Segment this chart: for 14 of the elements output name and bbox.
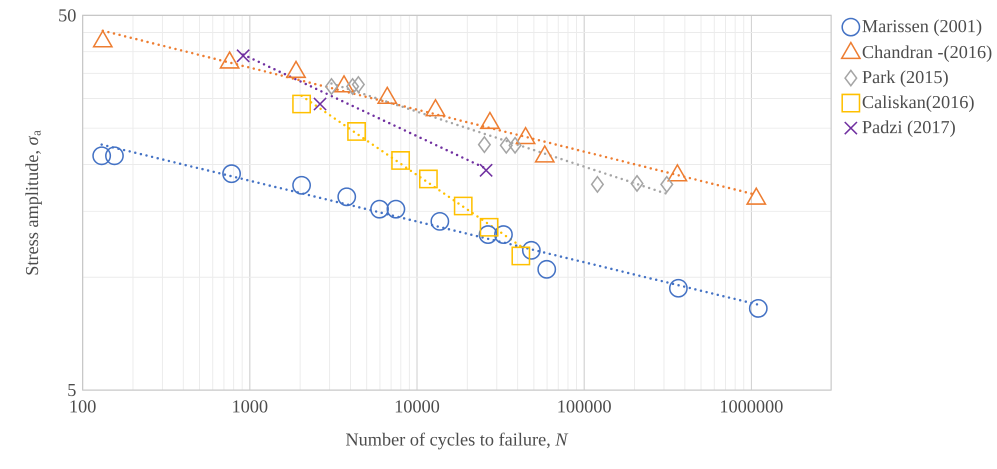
x-tick-label: 1000000 — [721, 400, 783, 413]
legend-label: Caliskan(2016) — [862, 95, 974, 112]
legend-label: Marissen (2001) — [862, 19, 982, 36]
x-axis-title: Number of cycles to failure, N — [346, 432, 568, 450]
legend-label: Chandran -(2016) — [862, 45, 992, 62]
y-axis-title: Stress amplitude, σ$_{a}$ — [25, 130, 42, 275]
x-tick-label: 10000 — [396, 400, 440, 413]
x-tick-label: 1000 — [233, 400, 268, 413]
x-tick-label: 100 — [70, 400, 96, 413]
legend-label: Padzi (2017) — [862, 120, 955, 137]
y-tick-label: 50 — [59, 9, 76, 22]
legend-label: Park (2015) — [862, 70, 948, 87]
x-tick-label: 100000 — [558, 400, 611, 413]
y-tick-label: 5 — [68, 384, 76, 396]
